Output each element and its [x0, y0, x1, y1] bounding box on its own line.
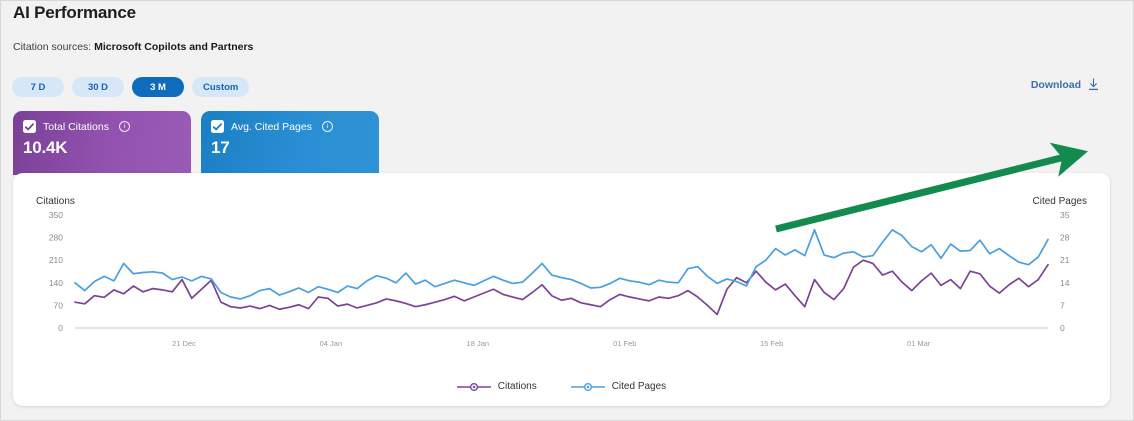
total-citations-value: 10.4K [23, 138, 68, 157]
avg-cited-pages-label: Avg. Cited Pages [231, 120, 312, 133]
citation-sources-value: Microsoft Copilots and Partners [94, 41, 254, 53]
y-tick-right: 35 [1060, 210, 1070, 220]
metric-card-avg-cited-pages[interactable]: Avg. Cited Pages i 17 [201, 111, 379, 175]
metric-card-total-citations[interactable]: Total Citations i 10.4K [13, 111, 191, 175]
y-tick-right: 28 [1060, 233, 1070, 243]
x-tick-label: 01 Feb [613, 339, 636, 348]
range-pill-custom[interactable]: Custom [192, 77, 250, 97]
x-tick-label: 15 Feb [760, 339, 783, 348]
y-axis-title-left: Citations [36, 196, 75, 207]
avg-cited-pages-value: 17 [211, 138, 230, 157]
legend-label-cited-pages: Cited Pages [611, 381, 667, 392]
download-label: Download [1030, 78, 1081, 91]
plot-area: 0 70 140 210 280 350 0 7 14 21 28 35 21 Dec 04 Jan 18 … [13, 173, 1110, 406]
download-button[interactable]: Download [1031, 78, 1099, 91]
y-tick-left: 280 [49, 233, 63, 243]
x-tick-label: 04 Jan [320, 339, 343, 348]
y-tick-left: 70 [54, 300, 64, 310]
total-citations-checkbox[interactable] [23, 120, 36, 133]
y-tick-left: 140 [49, 278, 63, 288]
total-citations-label: Total Citations [43, 120, 109, 133]
metric-card-header: Total Citations i [23, 120, 179, 133]
info-icon[interactable]: i [321, 121, 333, 132]
range-pill-30d[interactable]: 30 D [72, 77, 124, 97]
x-tick-label: 18 Jan [467, 339, 490, 348]
citation-sources-label: Citation sources: [13, 41, 92, 53]
y-tick-left: 210 [49, 255, 63, 265]
y-tick-right: 0 [1060, 323, 1065, 333]
metric-cards: Total Citations i 10.4K Avg. Cited Pages… [13, 111, 379, 175]
y-tick-right: 7 [1060, 300, 1065, 310]
range-filter: 7 D 30 D 3 M Custom [12, 77, 250, 97]
line-chart[interactable]: 0 70 140 210 280 350 0 7 14 21 28 35 21 Dec 04 Jan 18 … [13, 173, 1110, 406]
download-icon [1088, 78, 1099, 91]
citation-sources: Citation sources: Microsoft Copilots and… [13, 41, 253, 53]
x-tick-label: 21 Dec [172, 339, 196, 348]
series-line-cited-pages[interactable] [74, 229, 1049, 300]
chart-legend: Citations Cited Pages [13, 381, 1110, 392]
avg-cited-pages-checkbox[interactable] [211, 120, 224, 133]
legend-label-citations: Citations [497, 381, 537, 392]
metric-card-header: Avg. Cited Pages i [211, 120, 367, 133]
legend-item-citations[interactable]: Citations [456, 381, 537, 392]
chart-panel: Citations Cited Pages 0 70 140 210 280 350 0 7 1… [13, 173, 1110, 406]
y-tick-right: 14 [1060, 278, 1070, 288]
info-icon[interactable]: i [118, 121, 130, 132]
page-title: AI Performance [13, 3, 136, 22]
series-line-citations[interactable] [74, 259, 1049, 316]
legend-item-cited-pages[interactable]: Cited Pages [570, 381, 667, 392]
range-pill-7d[interactable]: 7 D [12, 77, 64, 97]
x-tick-label: 01 Mar [907, 339, 931, 348]
y-tick-right: 21 [1060, 255, 1070, 265]
range-pill-3m[interactable]: 3 M [132, 77, 184, 97]
y-tick-left: 0 [58, 323, 63, 333]
y-tick-left: 350 [49, 210, 63, 220]
